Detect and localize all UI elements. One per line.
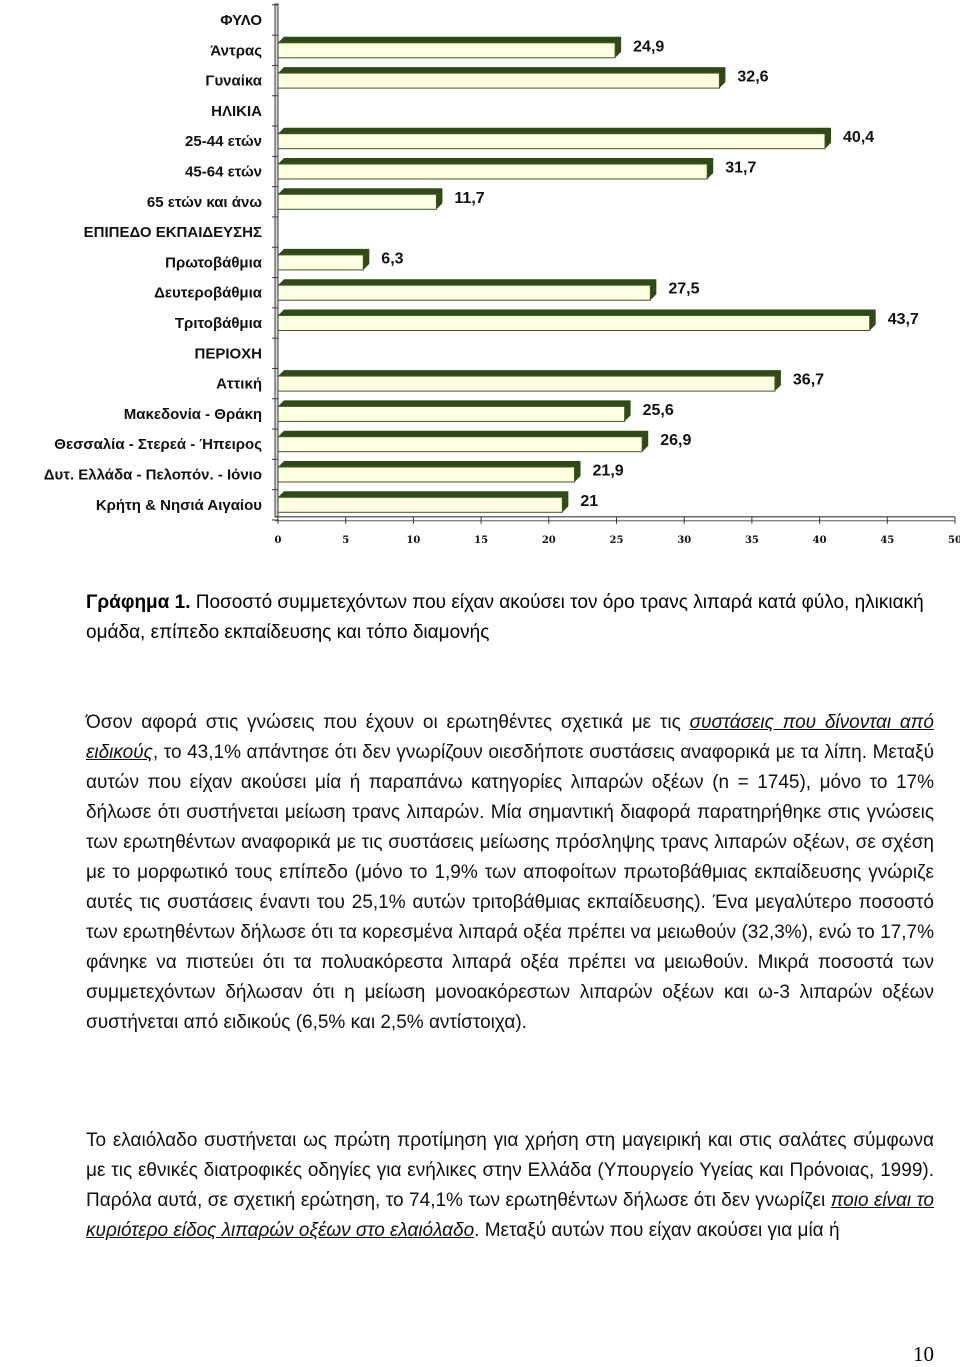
x-tick-label: 20 xyxy=(542,535,556,546)
category-label: Κρήτη & Νησιά Αιγαίου xyxy=(96,497,262,514)
bar-depth xyxy=(278,370,781,392)
category-labels: ΦΥΛΟ Άντρας Γυναίκα ΗΛΙΚΙΑ 25-44 ετών 45-64 ε… xyxy=(44,12,263,514)
x-tick-label: 45 xyxy=(880,535,894,546)
paragraph-2-emphasis: ποιο είναι το κυριότερο είδος λιπαρών οξ… xyxy=(86,1190,934,1241)
category-label: Πρωτοβάθμια xyxy=(165,254,263,271)
paragraph-recommendations: Όσον αφορά στις γνώσεις που έχουν οι ερω… xyxy=(86,708,934,1038)
bar xyxy=(277,315,871,331)
bar xyxy=(277,163,708,180)
paragraph-2-text-end: . Μεταξύ αυτών που είχαν ακούσει για μία… xyxy=(474,1220,840,1241)
category-label: Δυτ. Ελλάδα - Πελοπόν. - Ιόνιο xyxy=(44,467,262,484)
value-label: 43,7 xyxy=(888,311,919,328)
value-label: 21 xyxy=(580,493,598,510)
bar-depth xyxy=(278,188,443,210)
caption-text: Ποσοστό συμμετεχόντων που είχαν ακούσει … xyxy=(86,592,924,643)
bar-depth xyxy=(278,491,569,513)
axes xyxy=(272,3,955,522)
bars xyxy=(277,36,876,513)
bar xyxy=(277,133,826,150)
category-label: ΕΠΙΠΕΔΟ ΕΚΠΑΙΔΕΥΣΗΣ xyxy=(84,224,262,241)
bar xyxy=(277,284,651,301)
bar-depth xyxy=(278,127,832,149)
x-tick-label: 50 xyxy=(948,535,960,546)
category-label: Αττική xyxy=(216,376,262,393)
category-label: Δευτεροβάθμια xyxy=(154,285,263,302)
value-label: 31,7 xyxy=(725,160,756,177)
caption-label: Γράφημα 1. xyxy=(86,592,191,613)
category-label: ΗΛΙΚΙΑ xyxy=(211,103,262,120)
x-tick-label: 40 xyxy=(813,535,827,546)
value-label: 40,4 xyxy=(843,129,874,146)
category-label: Άντρας xyxy=(210,42,262,59)
x-tick-label: 30 xyxy=(677,535,691,546)
x-tick-label: 0 xyxy=(275,535,282,546)
bar xyxy=(277,496,563,513)
x-tick-label: 35 xyxy=(745,535,759,546)
category-label: 65 ετών και άνω xyxy=(147,194,262,211)
bar xyxy=(277,72,720,89)
value-label: 27,5 xyxy=(668,281,699,298)
bar-depth xyxy=(278,430,649,452)
category-label: 25-44 ετών xyxy=(185,133,262,150)
paragraph-1-text-end: , το 43,1% απάντησε ότι δεν γνωρίζουν οι… xyxy=(86,742,934,1033)
x-tick-label: 25 xyxy=(610,535,624,546)
axis-wall xyxy=(274,3,279,518)
category-label: Γυναίκα xyxy=(205,73,262,90)
bar xyxy=(277,405,626,422)
category-label: 45-64 ετών xyxy=(185,164,262,181)
chart-caption: Γράφημα 1. Ποσοστό συμμετεχόντων που είχ… xyxy=(86,588,936,648)
bar-depth xyxy=(278,279,657,301)
x-tick-label: 15 xyxy=(474,535,488,546)
bar-depth xyxy=(278,309,876,331)
category-label: Θεσσαλία - Στερεά - Ήπειρος xyxy=(54,436,262,453)
value-label: 32,6 xyxy=(737,69,768,86)
value-label: 25,6 xyxy=(643,402,674,419)
paragraph-2-text-start: Το ελαιόλαδο συστήνεται ως πρώτη προτίμη… xyxy=(86,1130,934,1211)
bar-depth xyxy=(278,67,726,89)
value-label: 24,9 xyxy=(633,38,664,55)
value-label: 21,9 xyxy=(593,463,624,480)
paragraph-1-text-start: Όσον αφορά στις γνώσεις που έχουν οι ερω… xyxy=(86,712,690,733)
bar xyxy=(277,42,616,59)
value-label: 11,7 xyxy=(454,190,484,207)
paragraph-1-emphasis: συστάσεις που δίνονται από ειδικούς xyxy=(86,712,934,763)
value-labels: 24,9 32,6 40,4 31,7 11,7 6,3 27,5 43,7 36,7 25,6 2… xyxy=(381,38,919,510)
bar xyxy=(277,193,437,210)
value-label: 6,3 xyxy=(381,250,403,267)
bar-depth xyxy=(278,158,714,179)
category-label: Τριτοβάθμια xyxy=(175,315,263,332)
x-ticks: 0 5 10 15 20 25 30 35 40 45 50 xyxy=(275,516,960,546)
bar-depth xyxy=(278,400,631,422)
category-label: Μακεδονία - Θράκη xyxy=(124,406,262,423)
paragraph-olive-oil: Το ελαιόλαδο συστήνεται ως πρώτη προτίμη… xyxy=(86,1126,934,1246)
bar xyxy=(277,466,576,483)
page-number: 10 xyxy=(913,1342,934,1366)
value-label: 26,9 xyxy=(660,432,691,449)
x-tick-label: 10 xyxy=(406,535,420,546)
bar-depth xyxy=(278,248,370,270)
category-label: ΦΥΛΟ xyxy=(220,12,262,29)
bar-depth xyxy=(278,461,581,482)
category-label: ΠΕΡΙΟΧΗ xyxy=(194,345,262,362)
bar xyxy=(277,375,776,392)
bar-chart: ΦΥΛΟ Άντρας Γυναίκα ΗΛΙΚΙΑ 25-44 ετών 45-64 ε… xyxy=(44,3,960,546)
bar xyxy=(277,436,643,453)
value-label: 36,7 xyxy=(793,372,824,389)
bar-depth xyxy=(278,36,622,58)
bar xyxy=(277,254,364,271)
x-tick-label: 5 xyxy=(342,535,349,546)
